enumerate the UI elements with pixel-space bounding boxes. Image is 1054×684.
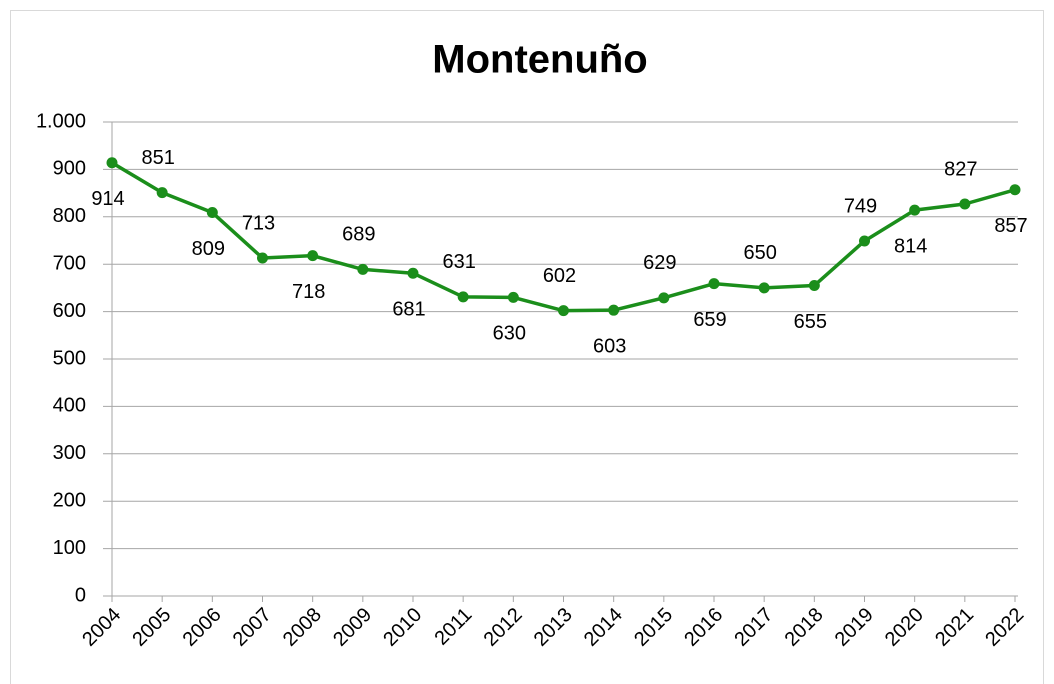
data-label: 857: [994, 215, 1027, 237]
marker: [156, 187, 168, 199]
x-tick-label: 2017: [730, 604, 777, 651]
marker: [558, 305, 569, 317]
x-tick-label: 2010: [379, 604, 426, 651]
data-label: 827: [944, 158, 977, 180]
x-tick-label: 2012: [480, 604, 527, 651]
data-label: 602: [543, 265, 576, 287]
data-label: 749: [844, 195, 877, 217]
x-tick-label: 2004: [78, 604, 125, 651]
data-label: 713: [242, 212, 275, 234]
data-label: 631: [442, 251, 475, 273]
chart-border: [10, 10, 1044, 684]
data-label: 814: [894, 235, 927, 257]
y-tick-label: 400: [53, 395, 86, 417]
line: [111, 161, 1016, 313]
x-tick-label: 2008: [279, 604, 326, 651]
marker: [507, 291, 519, 303]
marker: [658, 292, 670, 304]
data-label: 689: [342, 224, 375, 246]
data-label: 655: [794, 311, 827, 333]
data-label: 681: [392, 298, 425, 320]
x-tick-label: 2006: [179, 604, 226, 651]
x-tick-label: 2011: [430, 604, 476, 650]
x-tick-label: 2018: [781, 604, 828, 651]
marker: [407, 267, 419, 279]
x-tick-label: 2007: [229, 604, 276, 651]
data-label: 718: [292, 281, 325, 303]
y-tick-label: 1.000: [36, 110, 86, 132]
data-label: 603: [593, 335, 626, 357]
y-tick-label: 600: [53, 300, 86, 322]
marker: [859, 235, 870, 247]
marker: [257, 252, 268, 264]
data-label: 851: [141, 147, 174, 169]
marker: [357, 263, 369, 275]
marker: [708, 278, 720, 290]
data-label: 809: [192, 238, 225, 260]
y-tick-label: 100: [53, 537, 86, 559]
y-tick-label: 700: [53, 252, 86, 274]
x-tick-label: 2009: [329, 604, 376, 651]
data-label: 629: [643, 252, 676, 274]
x-tick-label: 2014: [580, 604, 627, 651]
marker: [206, 207, 218, 219]
marker: [959, 198, 971, 210]
y-tick-label: 800: [53, 205, 86, 227]
data-label: 650: [743, 242, 776, 264]
x-tick-label: 2020: [881, 604, 928, 651]
chart-title: Montenuño: [432, 38, 648, 82]
x-tick-label: 2013: [530, 604, 577, 651]
y-tick-label: 900: [53, 158, 86, 180]
x-tick-label: 2021: [931, 604, 978, 651]
y-tick-label: 0: [75, 584, 86, 606]
marker: [307, 250, 319, 262]
x-tick-label: 2015: [630, 604, 677, 651]
x-tick-label: 2022: [981, 604, 1028, 651]
x-tick-label: 2016: [680, 604, 727, 651]
data-label: 659: [693, 309, 726, 331]
marker: [608, 304, 620, 316]
x-tick-label: 2019: [831, 604, 878, 651]
y-tick-label: 200: [53, 489, 86, 511]
marker: [758, 282, 770, 294]
y-tick-label: 300: [53, 442, 86, 464]
marker: [457, 291, 469, 303]
x-tick-label: 2005: [128, 604, 175, 651]
marker: [106, 157, 118, 169]
data-label: 914: [91, 188, 124, 210]
marker: [1009, 184, 1021, 196]
marker: [909, 204, 921, 216]
marker: [808, 280, 820, 292]
data-label: 630: [493, 323, 526, 345]
y-tick-label: 500: [53, 347, 86, 369]
